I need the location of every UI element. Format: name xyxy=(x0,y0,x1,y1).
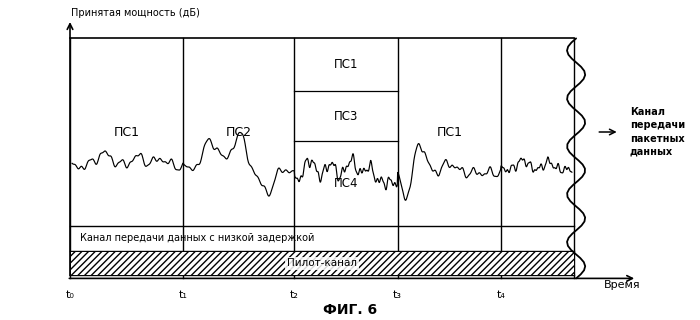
Text: Время: Время xyxy=(604,280,640,290)
Text: t₀: t₀ xyxy=(66,290,74,300)
Text: ПС4: ПС4 xyxy=(334,177,358,190)
Text: ПС3: ПС3 xyxy=(334,109,358,123)
Text: ПС1: ПС1 xyxy=(436,125,462,139)
Text: Канал передачи данных с низкой задержкой: Канал передачи данных с низкой задержкой xyxy=(80,233,315,244)
Text: t₄: t₄ xyxy=(496,290,505,300)
Text: t₃: t₃ xyxy=(393,290,402,300)
Text: ПС1: ПС1 xyxy=(334,58,358,71)
Text: Принятая мощность (дБ): Принятая мощность (дБ) xyxy=(71,8,200,18)
Text: ФИГ. 6: ФИГ. 6 xyxy=(323,303,377,317)
Text: Пилот-канал: Пилот-канал xyxy=(287,258,357,268)
Text: Канал
передачи
пакетных
данных: Канал передачи пакетных данных xyxy=(630,107,685,157)
Text: ПС1: ПС1 xyxy=(113,125,140,139)
Bar xyxy=(70,251,574,275)
Text: ПС2: ПС2 xyxy=(226,125,252,139)
Text: t₂: t₂ xyxy=(290,290,299,300)
Text: t₁: t₁ xyxy=(179,290,188,300)
